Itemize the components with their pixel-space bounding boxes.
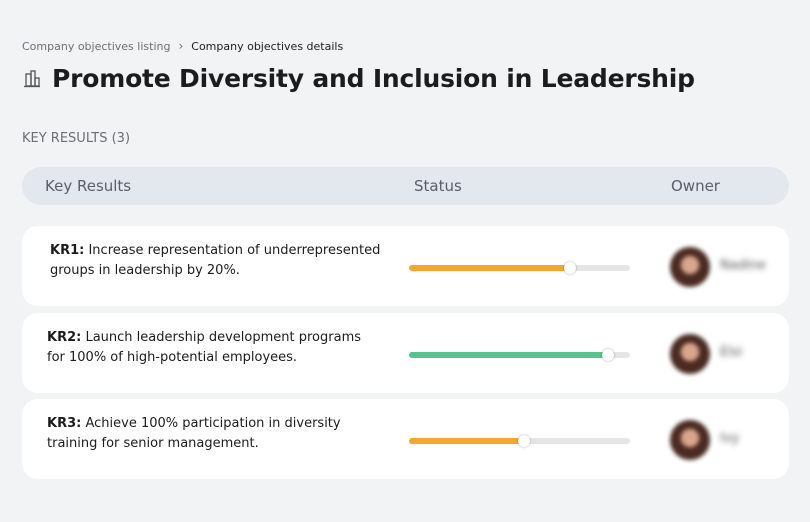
- progress-fill: [409, 438, 524, 444]
- progress-fill: [409, 265, 571, 271]
- column-header: Owner: [671, 177, 720, 195]
- progress-track: [409, 262, 630, 274]
- progress-fill: [409, 352, 608, 358]
- key-result-text: KR2: Launch leadership development progr…: [47, 328, 382, 368]
- breadcrumb-separator: ›: [178, 39, 184, 53]
- progress-track: [409, 435, 630, 447]
- table-header: Key Results Status Owner: [22, 167, 789, 205]
- page-header: Promote Diversity and Inclusion in Leade…: [22, 64, 695, 93]
- breadcrumb-current: Company objectives details: [191, 39, 344, 53]
- key-result-row[interactable]: KR2: Launch leadership development progr…: [22, 313, 789, 393]
- page-title: Promote Diversity and Inclusion in Leade…: [52, 64, 695, 93]
- owner-name: Ivy: [720, 431, 740, 446]
- key-result-text: KR1: Increase representation of underrep…: [50, 241, 385, 281]
- owner-name: Nadine: [720, 258, 766, 273]
- column-header: Status: [414, 177, 462, 195]
- progress-handle: [601, 349, 614, 361]
- key-result-row[interactable]: KR3: Achieve 100% participation in diver…: [22, 399, 789, 479]
- key-result-description: Launch leadership development programs f…: [47, 330, 362, 365]
- section-title: KEY RESULTS (3): [22, 131, 131, 146]
- key-result-label: KR2:: [47, 330, 82, 345]
- progress-handle: [564, 262, 577, 274]
- key-result-description: Increase representation of underrepresen…: [50, 243, 381, 278]
- breadcrumb: Company objectives listing › Company obj…: [22, 39, 343, 53]
- breadcrumb-link[interactable]: Company objectives listing: [22, 39, 171, 53]
- owner-name: Elsi: [720, 345, 743, 360]
- progress-handle: [517, 435, 530, 447]
- owner-avatar: [670, 420, 710, 460]
- column-header: Key Results: [45, 177, 132, 195]
- owner-avatar: [670, 247, 710, 287]
- key-result-label: KR1:: [50, 243, 85, 258]
- owner-avatar: [670, 334, 710, 374]
- key-result-text: KR3: Achieve 100% participation in diver…: [47, 414, 382, 454]
- key-result-row[interactable]: KR1: Increase representation of underrep…: [22, 226, 789, 306]
- key-result-label: KR3:: [47, 416, 82, 431]
- building-icon: [24, 69, 40, 87]
- progress-track: [409, 349, 630, 361]
- key-result-description: Achieve 100% participation in diversity …: [47, 416, 341, 451]
